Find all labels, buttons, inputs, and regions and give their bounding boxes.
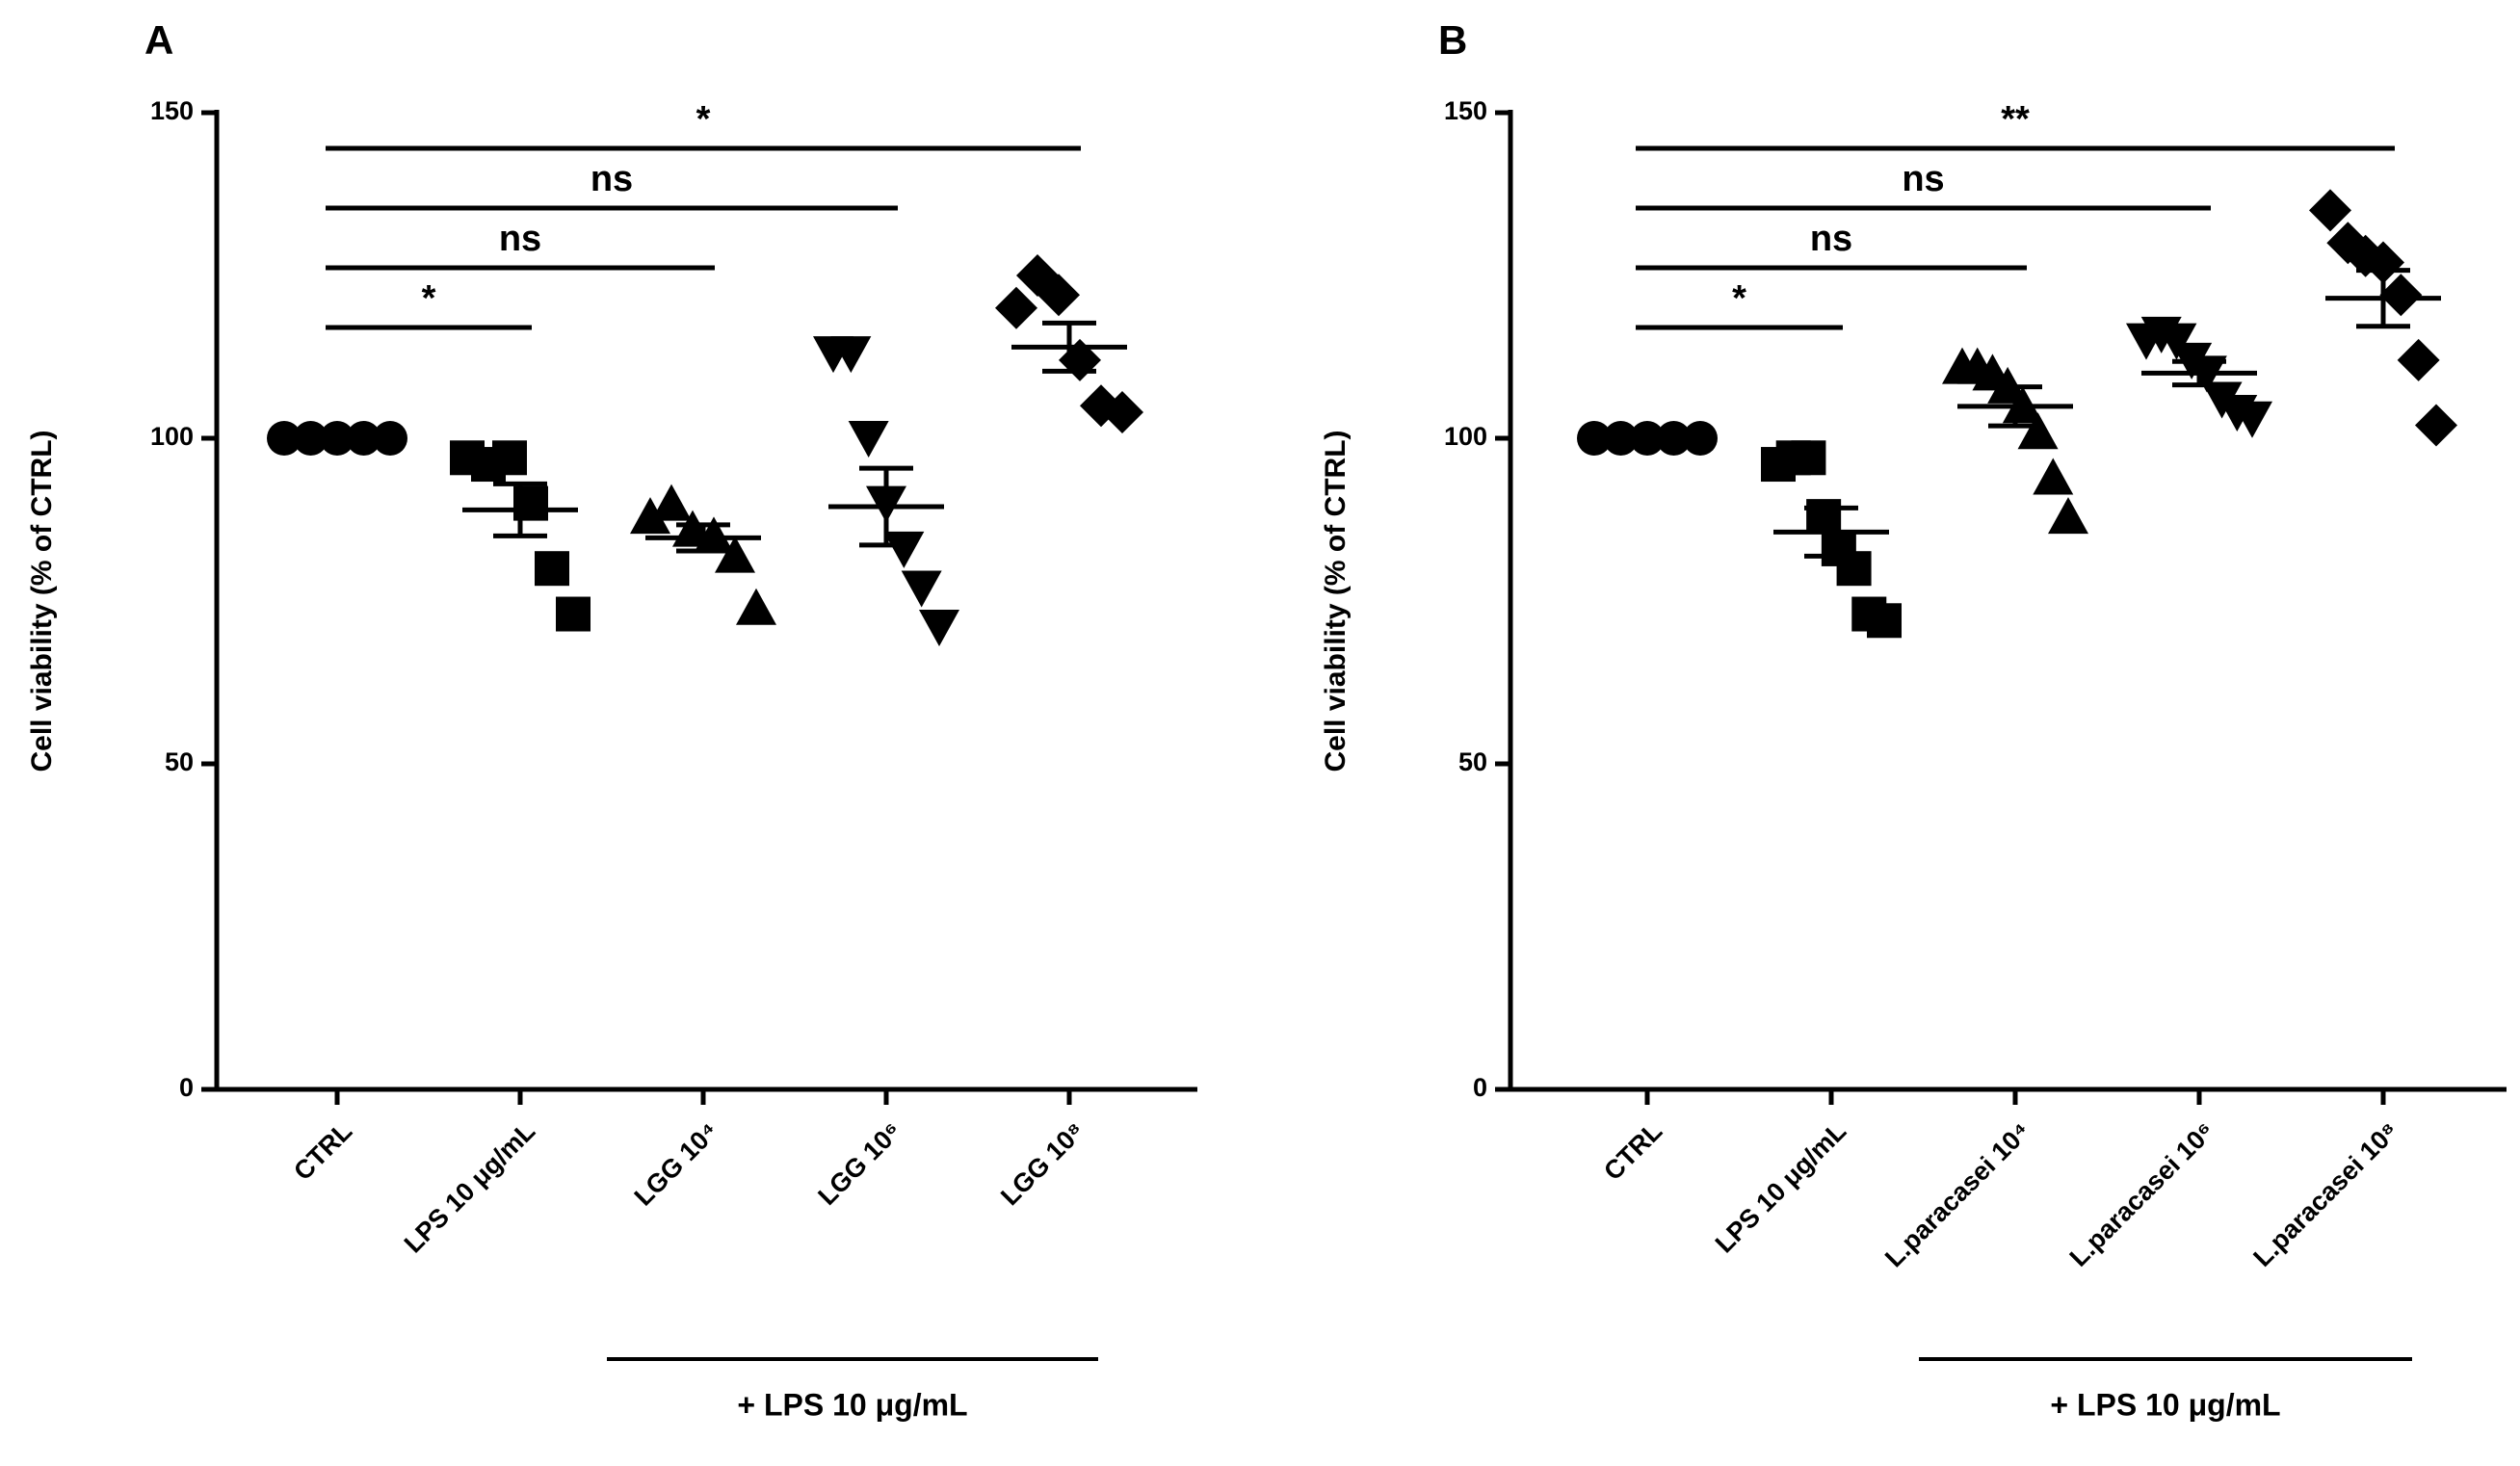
sem-bar — [859, 465, 913, 548]
point — [492, 440, 527, 476]
point — [848, 421, 889, 458]
point — [2232, 401, 2272, 438]
point — [2048, 497, 2088, 535]
x-tick-label: CTRL — [1598, 1116, 1667, 1186]
panel-label: A — [144, 17, 173, 63]
point — [901, 570, 942, 608]
panel-label: B — [1438, 17, 1467, 63]
sem-bar — [493, 481, 547, 538]
x-tick-label: LPS 10 μg/mL — [399, 1116, 540, 1258]
point — [1791, 440, 1826, 476]
sem-bar — [2172, 358, 2226, 388]
point — [1867, 603, 1902, 639]
x-tick-label: LGG 10⁶ — [812, 1116, 906, 1211]
x-tick-label: L.paracasei 10⁴ — [1879, 1116, 2035, 1272]
group-label: + LPS 10 μg/mL — [2050, 1387, 2280, 1422]
sem-bar — [1804, 505, 1858, 559]
sem-bar — [2356, 268, 2410, 329]
sem-bar — [1042, 320, 1096, 374]
sem-bar — [676, 522, 730, 554]
point — [535, 551, 569, 587]
point — [883, 531, 925, 568]
point — [1037, 274, 1080, 317]
point — [736, 588, 776, 625]
point — [715, 536, 755, 573]
y-tick-label: 150 — [150, 96, 194, 125]
point — [2379, 274, 2423, 317]
y-tick-label: 50 — [165, 747, 194, 776]
y-tick-label: 50 — [1458, 747, 1487, 776]
x-tick-label: LGG 10⁸ — [995, 1116, 1089, 1211]
point — [2326, 222, 2370, 265]
significance-label: * — [1732, 278, 1746, 319]
significance-label: ns — [1902, 159, 1944, 199]
group-label: + LPS 10 μg/mL — [737, 1387, 967, 1422]
y-tick-label: 150 — [1444, 96, 1487, 125]
x-tick-label: L.paracasei 10⁸ — [2247, 1116, 2403, 1272]
point — [919, 610, 959, 647]
sem-bar — [1988, 384, 2042, 429]
point — [651, 484, 692, 521]
point — [2362, 241, 2404, 284]
x-tick-label: LPS 10 μg/mL — [1710, 1116, 1851, 1258]
point — [2033, 458, 2074, 495]
significance-label: ns — [591, 159, 633, 199]
point — [2415, 404, 2457, 447]
y-tick-label: 100 — [150, 422, 194, 451]
significance-label: ns — [1810, 219, 1852, 259]
y-tick-label: 0 — [179, 1073, 194, 1102]
x-tick-label: L.paracasei 10⁶ — [2064, 1116, 2220, 1272]
significance-label: * — [422, 278, 436, 319]
significance-label: ns — [499, 219, 541, 259]
point — [556, 596, 591, 632]
point — [630, 497, 670, 535]
x-tick-label: CTRL — [288, 1116, 357, 1186]
point — [1101, 390, 1143, 433]
point — [2156, 323, 2197, 360]
point — [830, 336, 872, 374]
point — [1806, 499, 1842, 535]
significance-label: ** — [2001, 99, 2030, 140]
y-tick-label: 100 — [1444, 422, 1487, 451]
significance-label: * — [696, 99, 711, 140]
y-axis-label: Cell viability (% of CTRL) — [26, 430, 58, 772]
x-tick-label: LGG 10⁴ — [629, 1116, 724, 1212]
y-axis-label: Cell viability (% of CTRL) — [1320, 430, 1352, 772]
point — [2017, 412, 2059, 450]
point — [2309, 189, 2351, 232]
point — [995, 286, 1037, 329]
y-tick-label: 0 — [1473, 1073, 1487, 1102]
point — [2397, 338, 2440, 381]
